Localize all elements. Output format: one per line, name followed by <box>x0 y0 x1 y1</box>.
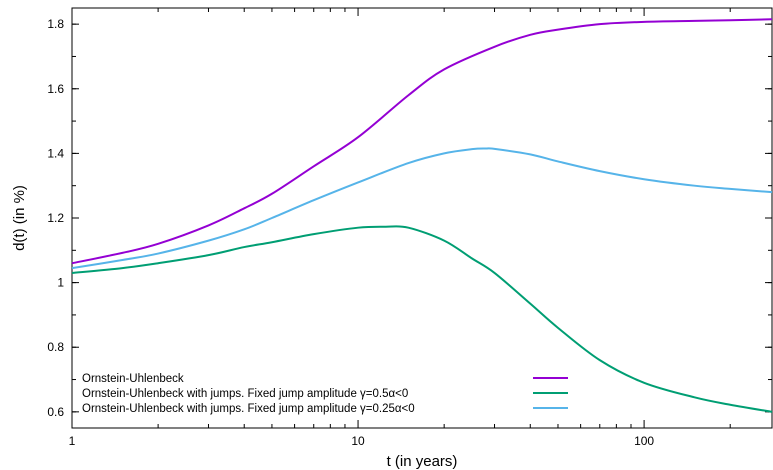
y-tick-label: 1.4 <box>47 146 64 160</box>
axis-ticks: 0.6 0.8 1 1.2 1.4 1.6 1.8 1 10 100 <box>47 8 772 448</box>
y-tick-label: 1.6 <box>47 82 64 96</box>
series-line-2 <box>71 225 773 413</box>
y-axis-label: d(t) (in %) <box>11 185 28 251</box>
y-tick-label: 0.6 <box>47 405 64 419</box>
legend-label-2: Ornstein-Uhlenbeck with jumps. Fixed jum… <box>82 388 408 400</box>
y-tick-label: 1 <box>57 276 64 290</box>
x-axis-label: t (in years) <box>387 453 458 470</box>
plot-area <box>71 7 773 429</box>
y-tick-label: 1.2 <box>47 211 64 225</box>
series-line-1 <box>71 18 773 265</box>
series-line-3 <box>71 147 773 270</box>
legend: Ornstein-Uhlenbeck Ornstein-Uhlenbeck wit… <box>82 373 568 415</box>
legend-label-3: Ornstein-Uhlenbeck with jumps. Fixed jum… <box>82 403 415 415</box>
x-tick-label: 100 <box>634 434 654 448</box>
plot-frame <box>71 7 773 429</box>
x-tick-label: 10 <box>351 434 365 448</box>
y-tick-label: 1.8 <box>47 17 64 31</box>
series-lines <box>71 18 773 413</box>
x-tick-label: 1 <box>69 434 76 448</box>
y-tick-label: 0.8 <box>47 340 64 354</box>
legend-label-1: Ornstein-Uhlenbeck <box>82 373 184 385</box>
